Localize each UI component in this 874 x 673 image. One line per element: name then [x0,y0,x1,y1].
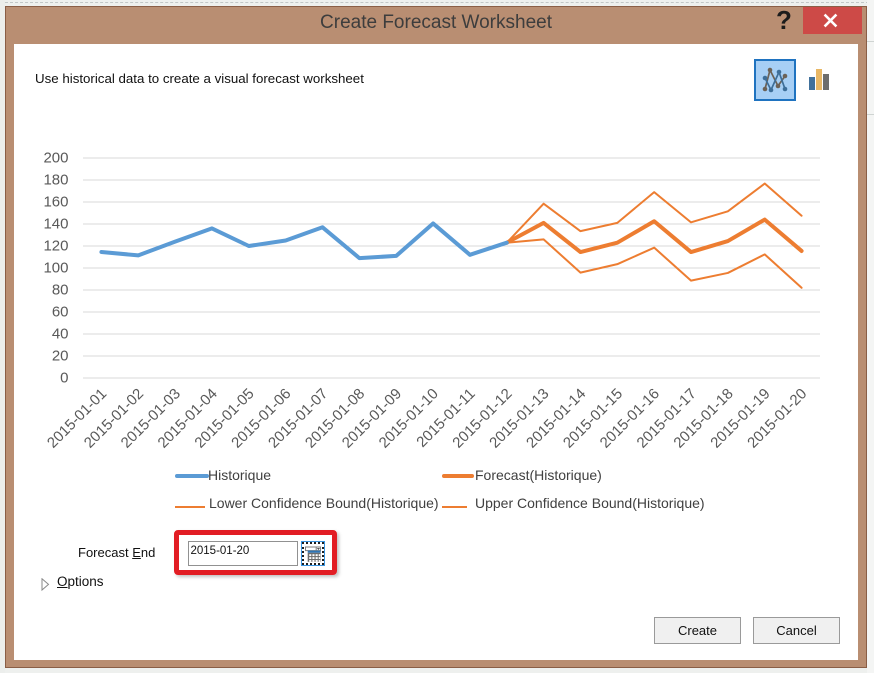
svg-text:160: 160 [43,194,68,211]
svg-text:0: 0 [60,370,68,387]
svg-text:20: 20 [52,348,69,365]
svg-text:140: 140 [43,216,68,233]
svg-text:180: 180 [43,172,68,189]
svg-text:60: 60 [52,304,69,321]
svg-text:40: 40 [52,326,69,343]
svg-text:120: 120 [43,238,68,255]
svg-text:80: 80 [52,282,69,299]
svg-text:100: 100 [43,260,68,277]
svg-text:200: 200 [43,150,68,167]
